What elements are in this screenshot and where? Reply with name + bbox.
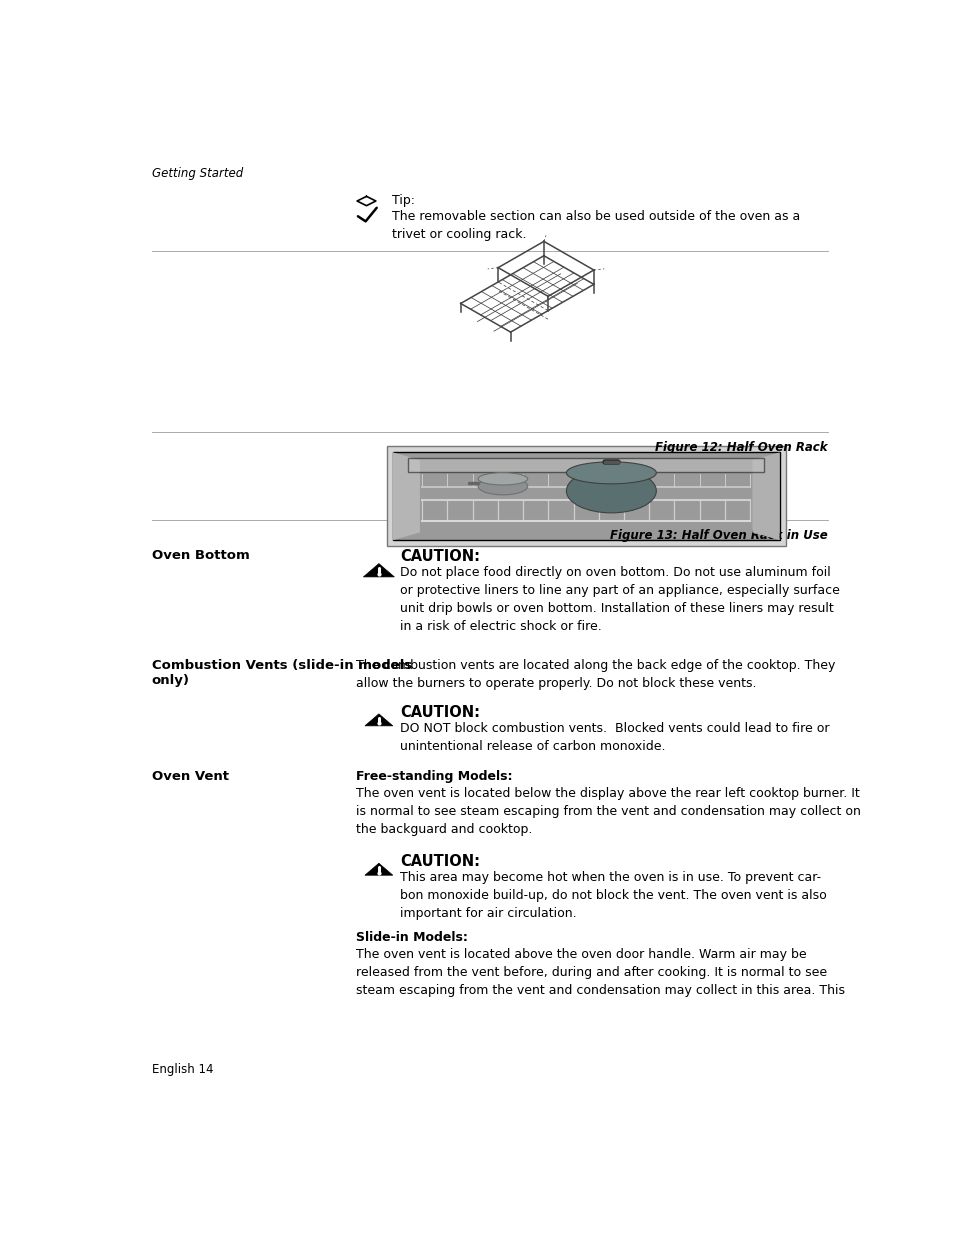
Polygon shape: [752, 452, 779, 540]
Text: Oven Vent: Oven Vent: [152, 769, 229, 783]
Text: Figure 13: Half Oven Rack in Use: Figure 13: Half Oven Rack in Use: [609, 530, 827, 542]
Text: Do not place food directly on oven bottom. Do not use aluminum foil
or protectiv: Do not place food directly on oven botto…: [399, 567, 839, 634]
Text: Figure 12: Half Oven Rack: Figure 12: Half Oven Rack: [655, 441, 827, 453]
Ellipse shape: [477, 473, 527, 485]
Text: Free-standing Models:: Free-standing Models:: [355, 769, 512, 783]
Text: CAUTION:: CAUTION:: [399, 550, 479, 564]
FancyBboxPatch shape: [386, 446, 785, 546]
Ellipse shape: [477, 478, 527, 495]
Text: The oven vent is located above the oven door handle. Warm air may be
released fr: The oven vent is located above the oven …: [355, 948, 843, 997]
Polygon shape: [365, 863, 393, 876]
Ellipse shape: [566, 469, 656, 513]
Text: CAUTION:: CAUTION:: [399, 705, 479, 720]
Text: English 14: English 14: [152, 1063, 213, 1076]
FancyBboxPatch shape: [393, 452, 779, 540]
Ellipse shape: [566, 462, 656, 484]
Text: Getting Started: Getting Started: [152, 168, 243, 180]
Text: The removable section can also be used outside of the oven as a
trivet or coolin: The removable section can also be used o…: [392, 210, 800, 241]
Polygon shape: [393, 452, 419, 540]
Text: Tip:: Tip:: [392, 194, 415, 207]
Text: Combustion Vents (slide-in models
only): Combustion Vents (slide-in models only): [152, 658, 412, 687]
Polygon shape: [363, 563, 394, 577]
Text: Slide-in Models:: Slide-in Models:: [355, 931, 467, 945]
Text: This area may become hot when the oven is in use. To prevent car-
bon monoxide b: This area may become hot when the oven i…: [399, 871, 825, 920]
Text: The oven vent is located below the display above the rear left cooktop burner. I: The oven vent is located below the displ…: [355, 787, 860, 836]
Text: The combustion vents are located along the back edge of the cooktop. They
allow : The combustion vents are located along t…: [355, 658, 834, 689]
Text: Oven Bottom: Oven Bottom: [152, 550, 250, 562]
Text: CAUTION:: CAUTION:: [399, 855, 479, 869]
FancyBboxPatch shape: [408, 458, 763, 472]
Polygon shape: [365, 714, 393, 726]
Text: DO NOT block combustion vents.  Blocked vents could lead to fire or
unintentiona: DO NOT block combustion vents. Blocked v…: [399, 721, 828, 753]
